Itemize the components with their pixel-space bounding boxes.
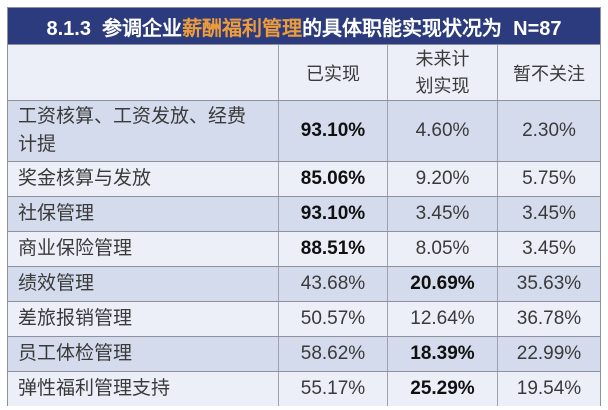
row-label: 差旅报销管理 xyxy=(18,308,133,330)
value-cell: 3.45% xyxy=(387,197,497,231)
row-label: 商业保险管理 xyxy=(18,238,133,260)
value-cell: 12.64% xyxy=(387,302,497,336)
value-cell: 58.62% xyxy=(278,337,387,371)
row-label: 弹性福利管理支持 xyxy=(18,378,171,400)
value-cell: 35.63% xyxy=(497,267,600,301)
table-row: 社保管理 93.10% 3.45% 3.45% xyxy=(8,196,600,231)
value-cell: 25.29% xyxy=(387,372,497,406)
value-cell: 20.69% xyxy=(387,267,497,301)
row-label: 工资核算、工资发放、经费计提 xyxy=(18,106,247,155)
value-cell: 18.39% xyxy=(387,337,497,371)
value-cell: 2.30% xyxy=(497,101,600,161)
column-header-not-concerned: 暂不关注 xyxy=(497,45,600,100)
value-cell: 55.17% xyxy=(278,372,387,406)
value-cell: 3.45% xyxy=(497,197,600,231)
table-row: 弹性福利管理支持 55.17% 25.29% 19.54% xyxy=(8,371,600,406)
value-cell: 19.54% xyxy=(497,372,600,406)
value-cell: 93.10% xyxy=(278,101,387,161)
row-label: 绩效管理 xyxy=(18,273,95,295)
value-cell: 43.68% xyxy=(278,267,387,301)
table-row: 绩效管理 43.68% 20.69% 35.63% xyxy=(8,266,600,301)
value-cell: 93.10% xyxy=(278,197,387,231)
table-row: 工资核算、工资发放、经费计提 93.10% 4.60% 2.30% xyxy=(8,101,600,161)
value-cell: 88.51% xyxy=(278,232,387,266)
title-highlight: 薪酬福利管理 xyxy=(182,17,303,40)
value-cell: 5.75% xyxy=(497,162,600,196)
row-label: 奖金核算与发放 xyxy=(18,168,152,190)
statistics-table: 8.1.3 参调企业 薪酬福利管理 的具体职能实现状况为 N=87 已实现 未来计划… xyxy=(7,7,601,406)
column-header-realized: 已实现 xyxy=(278,45,387,100)
value-cell: 3.45% xyxy=(497,232,600,266)
value-cell: 4.60% xyxy=(387,101,497,161)
table-title: 8.1.3 参调企业 薪酬福利管理 的具体职能实现状况为 N=87 xyxy=(8,8,600,45)
value-cell: 9.20% xyxy=(387,162,497,196)
title-suffix: 的具体职能实现状况为 N=87 xyxy=(302,17,562,40)
column-header-empty xyxy=(8,45,278,100)
value-cell: 50.57% xyxy=(278,302,387,336)
value-cell: 22.99% xyxy=(497,337,600,371)
row-label: 员工体检管理 xyxy=(18,343,133,365)
column-header-planned-label: 未来计划实现 xyxy=(415,49,470,96)
table-header-row: 已实现 未来计划实现 暂不关注 xyxy=(8,45,600,101)
row-label: 社保管理 xyxy=(18,203,95,225)
table-row: 奖金核算与发放 85.06% 9.20% 5.75% xyxy=(8,161,600,196)
table-row: 差旅报销管理 50.57% 12.64% 36.78% xyxy=(8,301,600,336)
column-header-planned: 未来计划实现 xyxy=(387,45,497,100)
table-row: 员工体检管理 58.62% 18.39% 22.99% xyxy=(8,336,600,371)
title-prefix: 8.1.3 参调企业 xyxy=(46,17,183,40)
value-cell: 8.05% xyxy=(387,232,497,266)
value-cell: 36.78% xyxy=(497,302,600,336)
value-cell: 85.06% xyxy=(278,162,387,196)
table-row: 商业保险管理 88.51% 8.05% 3.45% xyxy=(8,231,600,266)
